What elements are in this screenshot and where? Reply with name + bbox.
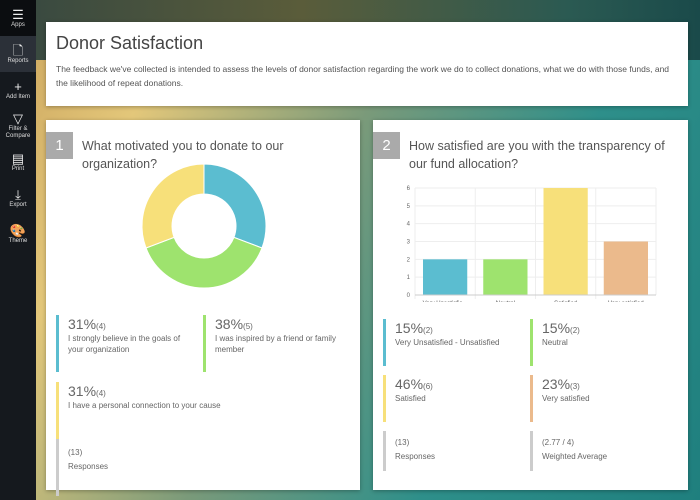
stat-item: 31%(4) I have a personal connection to yo…: [56, 382, 256, 439]
question-number: 2: [373, 132, 400, 159]
stat-item: 15%(2) Neutral: [530, 319, 665, 366]
y-tick-label: 1: [407, 275, 411, 281]
stat-percent: 15%: [395, 320, 424, 336]
responses-stat: (13) Responses: [383, 431, 518, 471]
sidebar-label: Filter & Compare: [5, 126, 31, 139]
bar-chart: 0 1 2 3 4 5 6 Very Unsatisfie... Neutral Satisfie…: [407, 186, 657, 302]
stat-percent: 15%: [542, 320, 571, 336]
stat-percent: 31%: [68, 316, 97, 332]
sidebar-item-filter[interactable]: ▽ Filter & Compare: [0, 108, 36, 144]
y-tick-label: 6: [407, 186, 411, 192]
stat-item: 46%(6) Satisfied: [383, 375, 518, 422]
sidebar-item-print[interactable]: ▤ Print: [0, 144, 36, 180]
x-tick-label: Satisfied: [554, 301, 577, 302]
y-tick-label: 3: [407, 240, 411, 246]
responses-count: (13): [68, 448, 83, 457]
stat-item: 38%(5) I was inspired by a friend or fami…: [203, 315, 348, 372]
sidebar-label: Apps: [11, 21, 25, 28]
donut-slice[interactable]: [203, 163, 267, 249]
responses-stat: (13) Responses: [56, 439, 191, 496]
sidebar: ☰ Apps 🗋 Reports + Add Item ▽ Filter & Compa…: [0, 0, 36, 500]
page-title: Donor Satisfaction: [56, 33, 204, 53]
question-card-2: 2 How satisfied are you with the transpa…: [373, 120, 688, 490]
download-icon: ⤓: [15, 186, 21, 202]
palette-icon: 🎨: [9, 222, 27, 238]
stat-count: (5): [243, 322, 253, 331]
stat-count: (4): [96, 389, 106, 398]
sidebar-label: Print: [11, 165, 25, 172]
stat-count: (4): [96, 322, 106, 331]
bar[interactable]: [483, 259, 528, 295]
weighted-label: Weighted Average: [542, 452, 608, 461]
responses-count: (13): [395, 438, 410, 447]
filter-icon: ▽: [13, 111, 23, 126]
stat-item: 23%(3) Very satisfied: [530, 375, 665, 422]
stat-percent: 23%: [542, 376, 571, 392]
question-card-1: 1 What motivated you to donate to our or…: [46, 120, 360, 496]
page-description: The feedback we've collected is intended…: [56, 64, 670, 88]
plus-icon: +: [14, 78, 22, 94]
question-text: What motivated you to donate to our orga…: [82, 139, 284, 171]
responses-label: Responses: [395, 452, 436, 461]
donut-slice[interactable]: [145, 236, 263, 289]
stat-percent: 46%: [395, 376, 424, 392]
stat-item: 15%(2) Very Unsatisfied - Unsatisfied: [383, 319, 518, 366]
header-card: Donor Satisfaction The feedback we've co…: [46, 22, 688, 106]
stat-label: Neutral: [542, 338, 568, 347]
stat-count: (6): [423, 382, 433, 391]
sidebar-label: Add Item: [5, 93, 30, 100]
sidebar-item-theme[interactable]: 🎨 Theme: [0, 216, 36, 252]
x-tick-label: Neutral: [496, 301, 515, 302]
responses-label: Responses: [68, 462, 109, 471]
sidebar-label: Export: [9, 201, 27, 208]
y-tick-label: 0: [407, 293, 411, 299]
stat-count: (3): [570, 382, 580, 391]
stat-percent: 31%: [68, 383, 97, 399]
y-tick-label: 5: [407, 204, 411, 210]
stat-label: Very satisfied: [542, 394, 590, 403]
list-icon: ☰: [12, 6, 24, 22]
printer-icon: ▤: [11, 150, 25, 166]
sidebar-item-export[interactable]: ⤓ Export: [0, 180, 36, 216]
stat-item: 31%(4) I strongly believe in the goals of…: [56, 315, 191, 372]
donut-slice[interactable]: [141, 163, 205, 249]
weighted-value: (2.77 / 4): [542, 438, 575, 447]
stat-label: Very Unsatisfied - Unsatisfied: [395, 338, 500, 347]
x-tick-label: Very satisfied: [608, 301, 644, 302]
sidebar-item-reports[interactable]: 🗋 Reports: [0, 36, 36, 72]
bar[interactable]: [423, 259, 468, 295]
sidebar-item-apps[interactable]: ☰ Apps: [0, 0, 36, 36]
stat-count: (2): [423, 326, 433, 335]
bar[interactable]: [543, 188, 588, 295]
stat-label: Satisfied: [395, 394, 426, 403]
donut-chart: [141, 163, 267, 289]
stat-label: I strongly believe in the goals of your …: [68, 334, 181, 354]
stat-label: I was inspired by a friend or family mem…: [215, 334, 336, 354]
stat-percent: 38%: [215, 316, 244, 332]
stat-label: I have a personal connection to your cau…: [68, 401, 221, 410]
sidebar-item-add-item[interactable]: + Add Item: [0, 72, 36, 108]
stat-count: (2): [570, 326, 580, 335]
sidebar-label: Reports: [7, 57, 29, 64]
x-tick-label: Very Unsatisfie...: [423, 301, 468, 302]
bar[interactable]: [603, 241, 648, 296]
weighted-average-stat: (2.77 / 4) Weighted Average: [530, 431, 665, 471]
question-number: 1: [46, 132, 73, 159]
y-tick-label: 2: [407, 257, 411, 263]
document-icon: 🗋: [12, 42, 24, 58]
question-text: How satisfied are you with the transpare…: [409, 139, 665, 171]
y-tick-label: 4: [407, 222, 411, 228]
sidebar-label: Theme: [8, 237, 28, 244]
